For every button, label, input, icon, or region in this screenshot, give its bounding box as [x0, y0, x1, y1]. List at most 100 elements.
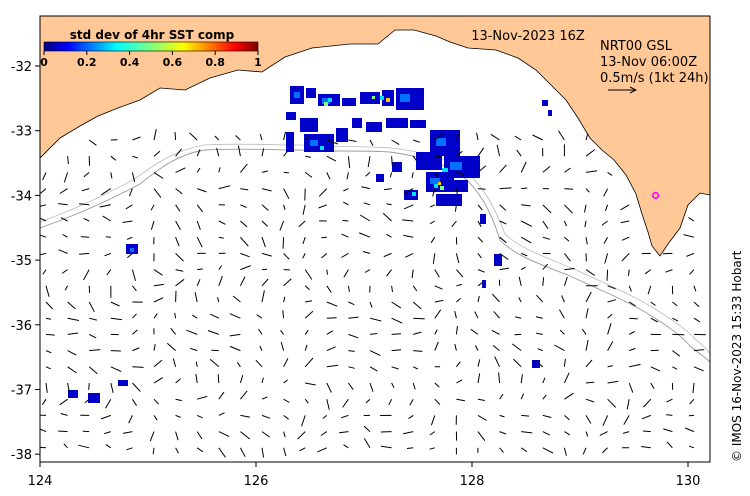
current-arrow — [496, 144, 501, 157]
current-arrow — [402, 219, 414, 222]
current-arrow — [343, 444, 349, 449]
current-arrow — [521, 204, 531, 207]
current-arrow — [42, 269, 47, 275]
current-arrow — [105, 443, 112, 449]
current-arrow — [78, 444, 90, 449]
float-marker-icon[interactable] — [651, 191, 660, 199]
current-arrow — [259, 345, 263, 351]
current-arrow — [102, 215, 112, 222]
current-arrow — [209, 358, 220, 368]
current-arrow — [175, 398, 182, 402]
current-arrow — [88, 366, 98, 375]
current-arrow — [585, 269, 595, 276]
current-arrow — [607, 299, 617, 303]
current-arrow — [326, 301, 338, 307]
current-arrow — [499, 267, 510, 271]
current-arrow — [429, 220, 436, 225]
current-arrow — [343, 201, 349, 206]
current-arrow — [196, 414, 203, 419]
current-arrow — [383, 252, 392, 258]
current-arrow — [607, 341, 614, 351]
current-arrow — [369, 139, 374, 146]
current-arrow — [175, 237, 180, 247]
current-arrow — [59, 398, 68, 406]
current-arrow — [413, 350, 423, 352]
current-arrow — [83, 269, 90, 281]
current-arrow — [45, 285, 50, 297]
current-arrow — [520, 220, 533, 227]
y-tick-label: -33 — [11, 125, 32, 140]
current-arrow — [240, 414, 250, 418]
current-arrow — [521, 187, 528, 190]
current-arrow — [131, 398, 138, 406]
current-arrow — [348, 333, 359, 339]
current-arrow — [620, 220, 630, 224]
current-arrow — [255, 359, 263, 368]
current-arrow — [126, 253, 133, 259]
current-arrow — [341, 414, 349, 419]
current-arrow — [132, 347, 140, 352]
current-arrow — [99, 204, 111, 208]
current-arrow — [283, 131, 286, 141]
current-arrow — [477, 220, 482, 228]
current-arrow — [347, 382, 354, 390]
y-tick-label: -34 — [11, 189, 32, 204]
current-arrow — [585, 291, 592, 303]
current-arrow — [672, 350, 681, 357]
current-arrow — [126, 447, 133, 451]
current-arrow — [380, 445, 392, 449]
current-arrow — [584, 220, 587, 228]
current-arrow — [563, 220, 567, 227]
current-arrow — [40, 217, 47, 222]
current-arrow — [67, 332, 79, 335]
current-arrow — [391, 301, 402, 309]
current-arrow — [477, 281, 484, 287]
current-arrow — [153, 344, 156, 351]
current-arrow — [197, 268, 203, 271]
current-arrow — [62, 233, 68, 238]
current-time-label: 13-Nov 06:00Z — [600, 55, 697, 70]
current-arrow — [494, 356, 501, 368]
current-arrow — [363, 438, 371, 449]
current-arrow — [663, 428, 673, 433]
current-arrow — [391, 317, 403, 324]
current-arrow — [411, 269, 414, 279]
current-arrow — [542, 263, 549, 270]
current-scale-label: 0.5m/s (1kt 24h) — [600, 71, 709, 86]
current-arrow — [110, 366, 122, 373]
current-arrow — [240, 431, 251, 440]
current-arrow — [650, 382, 655, 390]
current-arrow — [197, 188, 207, 193]
current-arrow — [45, 366, 51, 370]
current-arrow — [89, 349, 101, 352]
current-arrow — [175, 414, 181, 418]
current-arrow — [554, 344, 565, 352]
current-arrow — [84, 398, 90, 404]
current-arrow — [542, 166, 551, 173]
current-arrow — [564, 415, 570, 421]
current-arrow — [363, 202, 371, 206]
x-axis: 124126128130132134136 — [28, 462, 700, 489]
current-arrow — [218, 276, 223, 286]
current-arrow — [474, 345, 479, 351]
current-arrow — [218, 167, 221, 173]
current-arrow — [88, 382, 90, 390]
current-arrow — [693, 349, 705, 352]
current-arrow — [585, 398, 595, 403]
current-arrow — [261, 148, 265, 157]
current-arrow — [689, 269, 695, 275]
current-arrow — [607, 323, 612, 335]
current-arrow — [629, 363, 641, 368]
current-arrow — [563, 358, 566, 367]
current-arrow — [451, 220, 457, 228]
current-arrow — [239, 447, 246, 458]
current-arrow — [83, 217, 90, 222]
current-arrow — [693, 285, 697, 292]
current-arrow — [128, 415, 133, 424]
current-arrow — [688, 445, 695, 449]
current-arrow — [67, 301, 76, 310]
current-arrow — [492, 293, 500, 303]
current-arrow — [620, 204, 630, 211]
current-arrow — [40, 428, 47, 433]
current-arrow — [131, 172, 136, 183]
